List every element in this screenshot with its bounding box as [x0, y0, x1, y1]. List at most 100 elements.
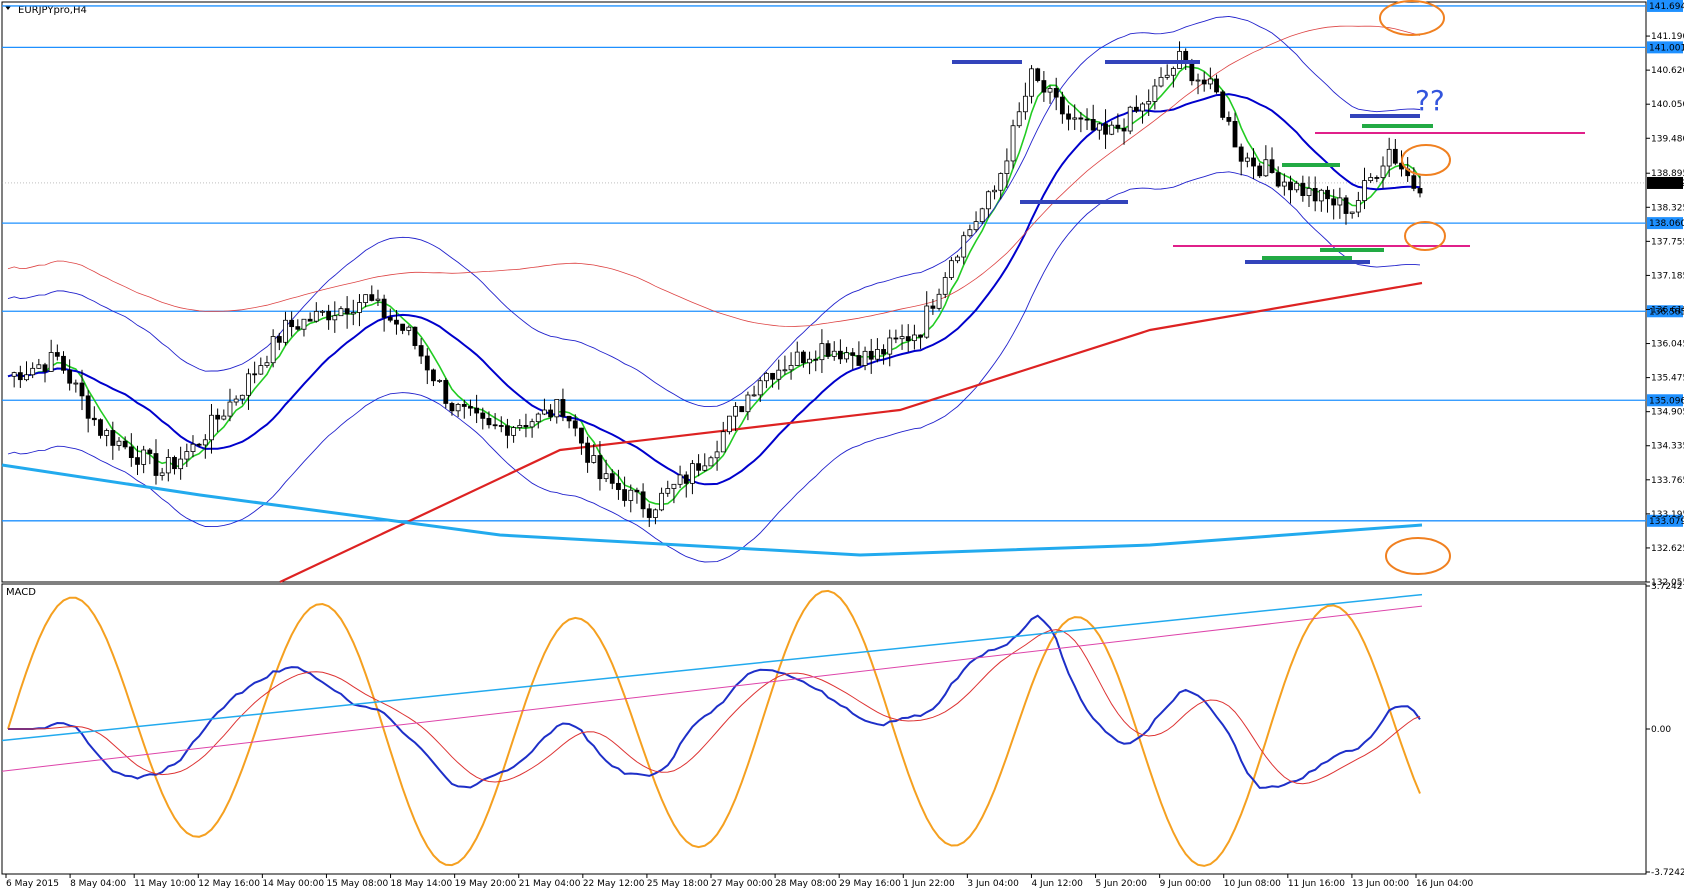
bollinger-upper: [7, 15, 1421, 408]
candle-body: [461, 404, 467, 407]
candle-body: [1195, 79, 1201, 82]
candle-body: [36, 364, 42, 369]
highlight-circle: [1379, 0, 1445, 36]
candle-body: [979, 208, 985, 222]
candle-body: [233, 398, 239, 403]
price-tick-label: 139.480: [1651, 134, 1684, 144]
time-tick-label: 16 Jun 04:00: [1416, 879, 1473, 889]
candle-body: [998, 173, 1004, 191]
price-tick-label: 135.475: [1651, 374, 1684, 384]
candle-body: [406, 326, 412, 331]
candle-body: [955, 256, 960, 262]
candle-body: [375, 298, 381, 301]
candle-body: [1053, 88, 1059, 98]
candle-body: [1288, 181, 1293, 191]
candle-body: [1411, 175, 1417, 189]
price-tick-label: 134.905: [1651, 408, 1684, 418]
candle-body: [579, 427, 584, 444]
time-tick-label: 29 May 16:00: [839, 879, 901, 889]
candle-body: [1004, 160, 1010, 174]
price-tick-label: 138.325: [1651, 203, 1684, 213]
level-tag: [1647, 394, 1683, 407]
candle-body: [1047, 88, 1053, 93]
candle-body: [178, 458, 184, 470]
candle-body: [745, 394, 751, 413]
candle-body: [258, 365, 264, 375]
candle-body: [961, 235, 967, 258]
candle-body: [591, 455, 597, 463]
candle-body: [856, 355, 862, 366]
candle-body: [1312, 187, 1318, 202]
price-tick-label: 140.050: [1651, 100, 1684, 110]
candle-body: [646, 508, 652, 518]
candle-body: [838, 350, 843, 360]
ma-mid-line: [7, 93, 1421, 486]
candle-body: [708, 457, 714, 467]
candle-body: [196, 443, 202, 446]
candle-body: [1016, 111, 1022, 127]
candle-body: [381, 298, 387, 318]
candle-body: [548, 409, 554, 418]
candle-body: [301, 318, 307, 330]
candle-body: [344, 308, 350, 315]
candle-body: [153, 453, 159, 476]
candle-body: [295, 326, 301, 330]
candle-body: [1368, 177, 1374, 182]
indicators: [1, 15, 1423, 583]
time-tick-label: 11 Jun 16:00: [1288, 879, 1345, 889]
time-tick-label: 13 Jun 00:00: [1352, 879, 1409, 889]
macd-tick-label: -3.7242: [1651, 868, 1684, 878]
candle-body: [1306, 187, 1312, 196]
candle-body: [924, 305, 930, 338]
candle-body: [264, 362, 270, 366]
candle-body: [437, 380, 443, 382]
level-tag: [1647, 0, 1683, 12]
candle-body: [67, 369, 73, 384]
candle-body: [881, 349, 886, 355]
price-tick-label: 133.195: [1651, 510, 1684, 520]
level-tag-label: 138.060: [1649, 219, 1684, 229]
candle-body: [782, 369, 788, 372]
candle-body: [1374, 177, 1380, 179]
time-tick-label: 4 Jun 12:00: [1031, 879, 1083, 889]
candle-body: [474, 407, 480, 414]
candle-body: [930, 305, 936, 309]
candle-body: [350, 312, 356, 315]
candle-body: [116, 440, 122, 446]
candle-body: [313, 310, 319, 322]
candle-body: [202, 439, 208, 446]
candle-body: [942, 277, 948, 295]
candle-body: [628, 489, 634, 501]
time-tick-label: 6 May 2015: [6, 879, 59, 889]
time-tick-label: 28 May 08:00: [775, 879, 837, 889]
candle-body: [733, 406, 738, 417]
candle-body: [597, 455, 603, 480]
candle-body: [1096, 123, 1102, 131]
candle-body: [135, 457, 140, 465]
candle-body: [215, 414, 221, 420]
candle-body: [535, 413, 541, 423]
level-tag: [1647, 305, 1683, 318]
candle-body: [1022, 95, 1028, 113]
ma-fast-line: [7, 65, 1421, 506]
candle-body: [128, 446, 134, 458]
envelope-upper: [7, 25, 1421, 328]
price-axis: 141.190 140.620 140.050 139.480 138.895 138.3…: [1646, 32, 1684, 588]
candle-body: [227, 401, 233, 417]
macd-long-line-2: [1, 605, 1423, 772]
ma-long-line: [1, 463, 1423, 557]
candle-body: [622, 489, 627, 501]
title-dropdown-icon[interactable]: [5, 6, 11, 10]
candle-body: [1269, 159, 1275, 174]
candle-body: [283, 319, 288, 343]
price-tick-label: 137.185: [1651, 271, 1684, 281]
macd-lines: [1, 589, 1423, 867]
candle-body: [1146, 101, 1152, 105]
candle-body: [831, 350, 837, 357]
candle-body: [1325, 189, 1330, 200]
question-annotation: ??: [1415, 84, 1445, 117]
candle-body: [221, 415, 227, 420]
candle-body: [973, 221, 979, 231]
macd-signal: [8, 629, 1421, 785]
candles: [11, 41, 1423, 527]
